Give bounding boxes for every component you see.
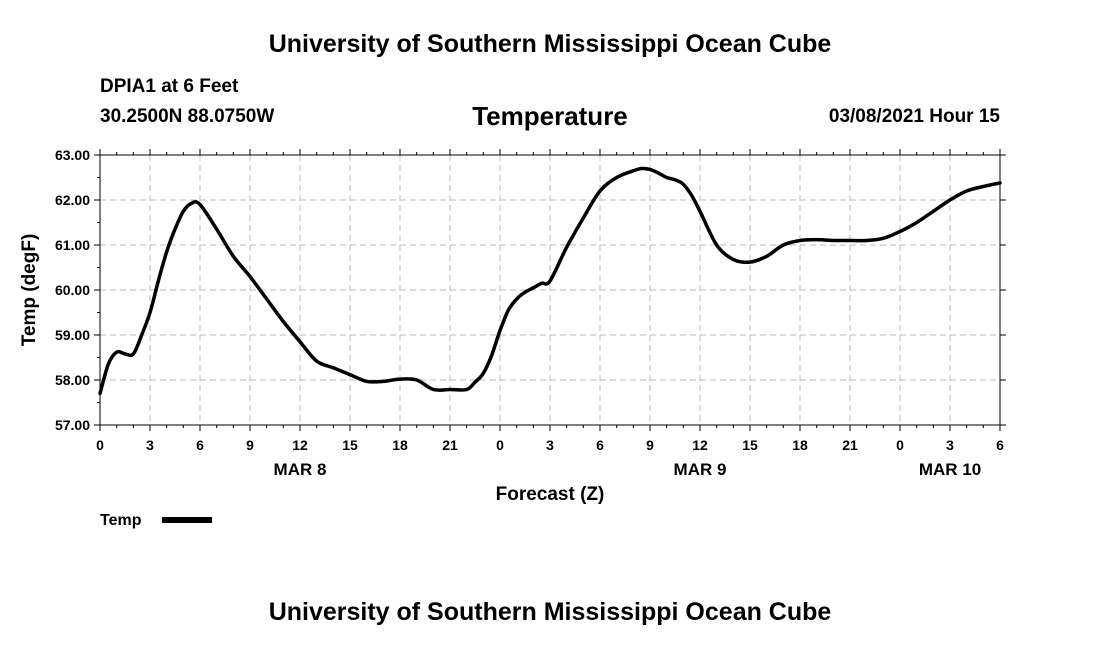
y-tick-label: 61.00 xyxy=(55,237,90,253)
x-tick-label: 12 xyxy=(292,437,308,453)
x-tick-label: 3 xyxy=(146,437,154,453)
x-tick-label: 3 xyxy=(546,437,554,453)
x-tick-label: 9 xyxy=(246,437,254,453)
x-tick-label: 12 xyxy=(692,437,708,453)
x-tick-label: 18 xyxy=(792,437,808,453)
y-tick-label: 58.00 xyxy=(55,372,90,388)
grid-lines xyxy=(100,155,1000,425)
station-label: DPIA1 at 6 Feet xyxy=(100,76,239,97)
date-label: MAR 9 xyxy=(674,460,727,479)
y-tick-label: 60.00 xyxy=(55,282,90,298)
date-label: MAR 8 xyxy=(274,460,327,479)
y-axis: 57.00 58.00 59.00 60.00 61.00 62.00 63.00 xyxy=(55,147,1006,433)
chart-subtitle: Temperature xyxy=(472,101,628,131)
chart-title-bottom: University of Southern Mississippi Ocean… xyxy=(268,598,832,626)
x-axis: 0 3 6 9 12 15 18 21 0 3 6 9 12 15 18 21 0 3 6 xyxy=(96,149,1004,453)
coordinates-label: 30.2500N 88.0750W xyxy=(100,106,275,127)
y-tick-label: 59.00 xyxy=(55,327,90,343)
series-line-temp xyxy=(98,166,1002,396)
x-tick-label: 0 xyxy=(896,437,904,453)
date-labels: MAR 8 MAR 9 MAR 10 xyxy=(274,460,982,479)
x-tick-label: 0 xyxy=(496,437,504,453)
x-tick-label: 6 xyxy=(996,437,1004,453)
x-axis-label: Forecast (Z) xyxy=(496,484,605,505)
y-tick-label: 62.00 xyxy=(55,192,90,208)
y-axis-label: Temp (degF) xyxy=(19,234,40,347)
x-tick-label: 9 xyxy=(646,437,654,453)
x-tick-label: 18 xyxy=(392,437,408,453)
date-label: MAR 10 xyxy=(919,460,981,479)
x-tick-label: 6 xyxy=(196,437,204,453)
x-tick-label: 15 xyxy=(342,437,358,453)
x-tick-label: 21 xyxy=(842,437,858,453)
x-tick-label: 6 xyxy=(596,437,604,453)
x-tick-label: 0 xyxy=(96,437,104,453)
legend-label: Temp xyxy=(100,512,142,529)
chart-title-top: University of Southern Mississippi Ocean… xyxy=(268,30,832,58)
y-tick-label: 63.00 xyxy=(55,147,90,163)
timestamp-label: 03/08/2021 Hour 15 xyxy=(828,106,1000,127)
x-tick-label: 21 xyxy=(442,437,458,453)
y-tick-label: 57.00 xyxy=(55,417,90,433)
series-layer xyxy=(98,166,1002,396)
legend: Temp xyxy=(100,512,212,529)
x-tick-label: 15 xyxy=(742,437,758,453)
x-tick-label: 3 xyxy=(946,437,954,453)
